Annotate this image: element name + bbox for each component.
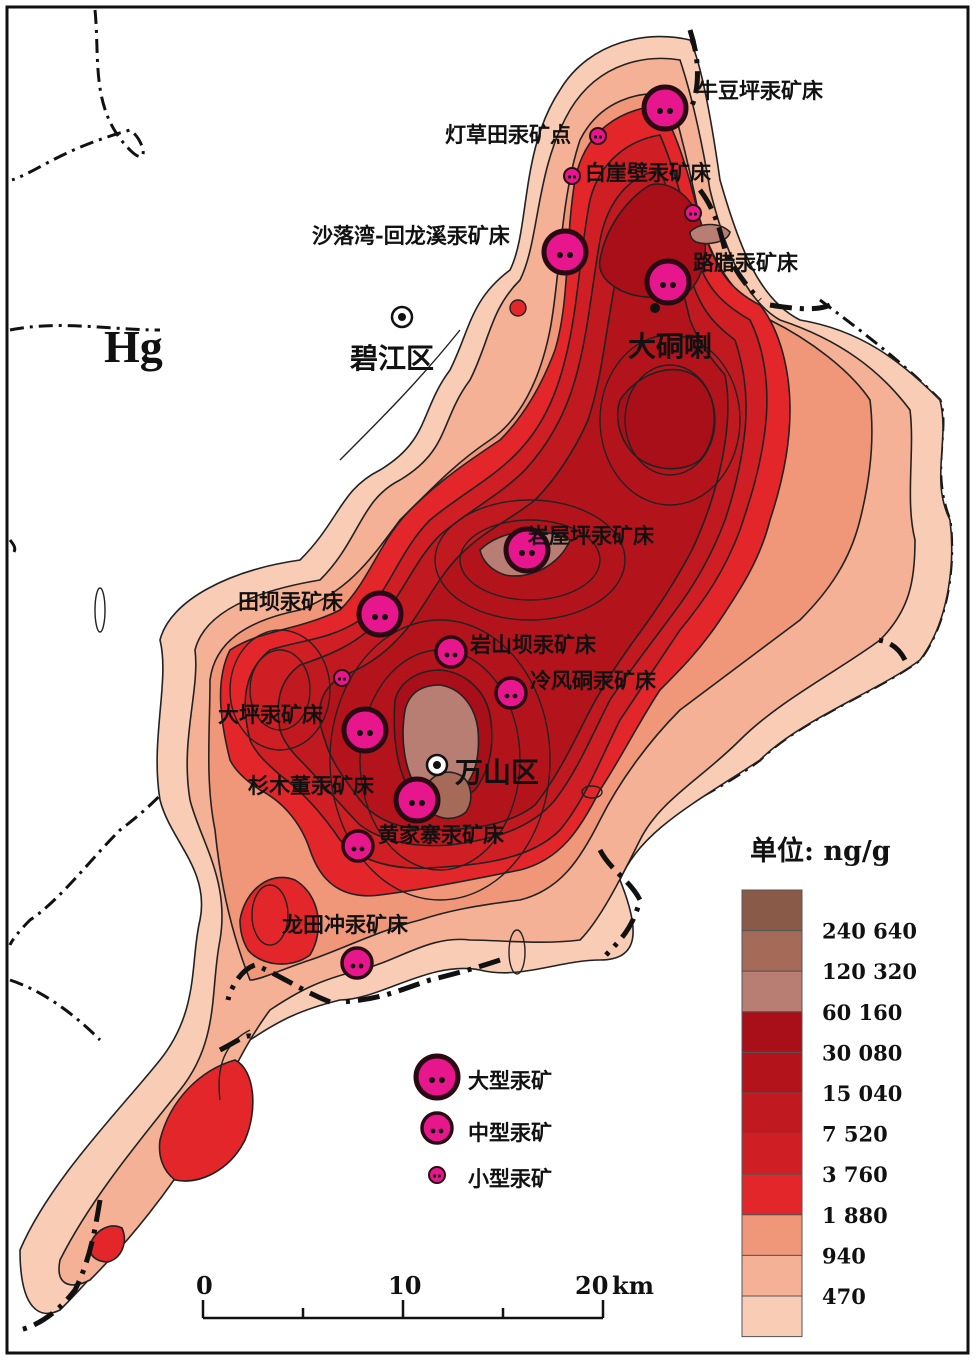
deposit-symbol-medium [494,676,528,710]
scale-tick-10: 10 [388,1271,421,1300]
scale-swatch [741,1051,803,1094]
contour-sw-spot [88,1225,126,1263]
scale-swatch [741,1092,803,1135]
legend-symbol-small [428,1166,446,1184]
scale-swatch [741,1011,803,1053]
deposit-symbol-large [541,228,589,276]
element-symbol: Hg [104,321,163,372]
scale-label: 7 520 [822,1122,888,1147]
deposit-symbol-small [589,127,607,145]
deposit-label: 岩山坝汞矿床 [469,632,596,657]
deposit-symbol-medium [434,635,468,669]
scale-label: 120 320 [822,959,917,984]
place-label-bijiang: 碧江区 [349,342,434,375]
contour-lines [94,299,741,1101]
city-wanshan-marker [425,753,449,777]
province-border [19,29,908,1333]
scale-label: 3 760 [822,1162,888,1187]
scale-label: 940 [822,1243,866,1268]
deposit-symbol-small [563,167,581,185]
place-label-datongla: 大硐喇 [628,330,712,363]
scale-label: 1 880 [822,1203,888,1228]
symbol-legend: 大型汞矿 中型汞矿 小型汞矿 [413,1053,552,1191]
deposit-label: 灯草田汞矿点 [445,122,571,147]
scale-swatch [741,1254,803,1297]
legend-label-large: 大型汞矿 [468,1068,552,1093]
deposit-labels: 牛豆坪汞矿床 灯草田汞矿点 白崖壁汞矿床 沙落湾-回龙溪汞矿床 路腊汞矿床 岩屋… [218,78,823,937]
deposit-symbol-large [393,776,441,824]
deposit-label: 大坪汞矿床 [218,702,323,727]
deposit-symbol-small [333,669,351,687]
scale-bar [201,1300,605,1320]
deposit-label: 龙田冲汞矿床 [282,912,408,937]
scale-swatch [741,889,803,932]
deposit-symbol-small [684,204,702,222]
deposit-label: 路腊汞矿床 [693,250,798,275]
legend-symbol-medium [420,1111,454,1145]
deposit-symbol-medium [341,829,375,863]
deposit-symbol-large [644,258,692,306]
scale-swatch [741,930,803,972]
scale-label: 60 160 [822,1000,902,1025]
deposit-symbol-medium [340,946,374,980]
scale-swatch [741,1133,803,1175]
city-datongla-marker [650,303,660,313]
contour-60160-b [616,368,716,470]
scale-swatch [741,1295,803,1338]
color-scale-legend: 单位: ng/g 240 640 120 320 60 160 30 080 15 04… [741,835,917,1338]
scale-label: 15 040 [822,1081,902,1106]
legend-symbol-large [413,1053,461,1101]
deposit-symbol-large [341,706,389,754]
deposit-label: 杉木董汞矿床 [248,773,374,798]
scale-label: 30 080 [822,1040,902,1065]
place-label-wanshan: 万山区 [455,756,539,789]
deposit-label: 田坝汞矿床 [238,589,343,614]
scale-tick-20: 20 [575,1271,608,1300]
deposit-label: 沙落湾-回龙溪汞矿床 [312,223,510,248]
scale-unit: km [612,1271,654,1300]
legend-label-small: 小型汞矿 [468,1166,552,1191]
contour-southern-patch2 [158,1059,254,1182]
city-bijiang-marker [390,305,414,329]
legend-label-medium: 中型汞矿 [468,1120,552,1145]
deposit-symbol-large [503,526,551,574]
scale-label: 240 640 [822,919,917,944]
deposit-symbols [333,84,702,980]
scale-swatch [741,970,803,1013]
deposit-symbol-large [356,590,404,638]
deposit-symbol-large [641,84,689,132]
scale-swatch [741,1173,803,1216]
deposit-label: 牛豆坪汞矿床 [697,78,823,103]
scale-tick-0: 0 [196,1271,213,1300]
deposit-label: 黄家寨汞矿床 [378,822,504,847]
deposit-label: 岩屋坪汞矿床 [527,523,654,548]
deposit-label: 冷风硐汞矿床 [530,668,656,693]
unit-label: 单位: ng/g [750,835,891,867]
scale-swatch [741,1214,803,1256]
contour-southern-patch [239,876,320,965]
scale-label: 470 [822,1284,866,1309]
deposit-label: 白崖壁汞矿床 [585,160,711,185]
